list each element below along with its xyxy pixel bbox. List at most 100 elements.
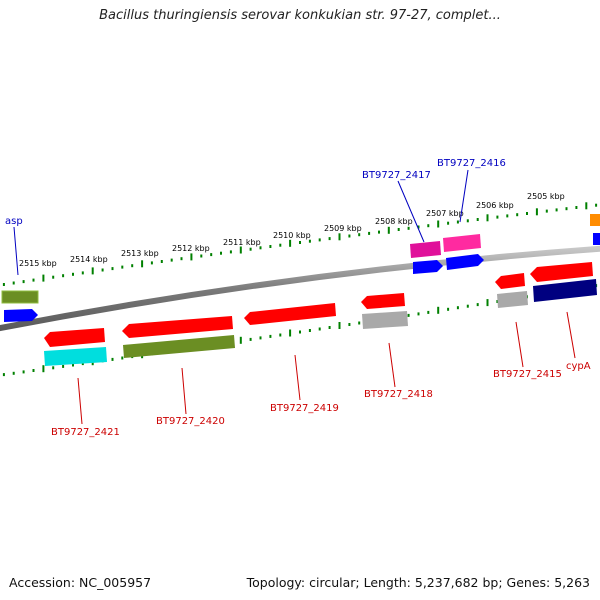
gene-bt9727-2415-red[interactable] [495,273,525,289]
ruler-minor-tick [121,265,124,269]
ruler-major-tick [486,214,489,222]
ruler-ticks-outer [2,202,598,286]
leader-bt9727-2417 [397,180,425,243]
ruler-minor-tick [279,243,282,247]
gene-label-bt9727-2417[interactable]: BT9727_2417 [362,170,431,181]
ruler-minor-tick [348,234,351,238]
ruler-minor-tick [308,329,311,332]
gene-label-bt9727-2420[interactable]: BT9727_2420 [156,416,225,427]
gene-bt9727-2421-cyan[interactable] [44,347,107,366]
ruler-minor-tick [328,237,331,241]
ruler-minor-tick [32,369,35,372]
ruler-major-tick [42,274,45,282]
gene-bt9727-2420-olive[interactable] [123,335,235,358]
ruler-label: 2512 kbp [172,244,210,253]
gene-bt9727-2417-blue[interactable] [413,260,443,274]
gene-label-bt9727-2416[interactable]: BT9727_2416 [437,158,506,169]
gene-bt9727-2420-red[interactable] [122,316,233,338]
gene-bt9727-2415-gray[interactable] [497,291,528,308]
gene-bt9727-2419[interactable] [244,303,336,325]
ruler-major-tick [42,365,45,373]
ruler-minor-tick [72,272,74,276]
ruler-labels: 2515 kbp 2514 kbp 2513 kbp 2512 kbp 2511… [19,192,565,268]
ruler-minor-tick [466,219,469,223]
ruler-minor-tick [447,307,450,311]
genome-backbone [0,245,600,332]
gene-asp-blue[interactable] [4,309,38,322]
gene-cypa-red[interactable] [530,262,593,282]
ruler-minor-tick [259,246,262,250]
ruler-minor-tick [279,333,282,337]
gene-label-asp[interactable]: asp [5,216,23,227]
ruler-minor-tick [506,214,509,218]
ruler-minor-tick [496,300,499,303]
gene-blue-edge[interactable] [593,233,600,245]
gene-label-bt9727-2419[interactable]: BT9727_2419 [270,403,339,414]
ruler-minor-tick [318,238,321,242]
ruler-minor-tick [81,271,84,275]
ruler-minor-tick [269,334,272,338]
ruler-major-tick [239,246,242,254]
ruler-label: 2515 kbp [19,259,57,268]
gene-bt9727-2416-magenta[interactable] [443,234,481,252]
ruler-label: 2513 kbp [121,249,159,258]
leader-bt9727-2420 [181,367,187,415]
ruler-minor-tick [180,257,183,261]
ruler-minor-tick [427,224,430,228]
ruler-minor-tick [12,281,15,285]
ruler-minor-tick [249,337,252,341]
ruler-minor-tick [526,212,528,215]
ruler-minor-tick [299,241,301,244]
ruler-minor-tick [358,321,361,325]
ruler-minor-tick [62,274,65,278]
ruler-minor-tick [111,267,114,271]
gene-bt9727-2421-red[interactable] [44,328,105,347]
ruler-minor-tick [397,228,400,231]
gene-label-bt9727-2421[interactable]: BT9727_2421 [51,427,120,438]
gene-bt9727-2416-blue[interactable] [446,254,484,270]
ruler-major-tick [437,220,440,228]
ruler-minor-tick [22,370,25,374]
ruler-minor-tick [200,254,203,258]
gene-labels: asp BT9727_2417 BT9727_2416 BT9727_2421 … [5,158,591,438]
ruler-minor-tick [269,245,272,248]
ruler-minor-tick [22,280,25,284]
accession-label: Accession: NC_005957 [9,575,152,590]
ruler-label: 2511 kbp [223,238,261,247]
ruler-minor-tick [447,221,450,225]
ruler-label: 2507 kbp [426,209,464,218]
ruler-minor-tick [328,326,331,329]
ruler-minor-tick [456,220,459,224]
ruler-minor-tick [516,213,519,217]
gene-bt9727-2418-red[interactable] [361,293,405,309]
ruler-minor-tick [348,323,351,326]
ruler-minor-tick [52,366,55,370]
features-reverse [44,262,597,366]
gene-cypa-navy[interactable] [533,279,597,302]
ruler-minor-tick [476,303,479,307]
gene-label-bt9727-2415[interactable]: BT9727_2415 [493,369,562,380]
ruler-label: 2505 kbp [527,192,565,201]
ruler-minor-tick [378,230,380,234]
genome-title: Bacillus thuringiensis serovar konkukian… [99,8,501,23]
gene-asp[interactable] [1,290,39,304]
ruler-minor-tick [358,233,361,237]
ruler-minor-tick [466,304,469,308]
ruler-minor-tick [476,218,479,221]
ruler-minor-tick [318,327,321,331]
gene-label-bt9727-2418[interactable]: BT9727_2418 [364,389,433,400]
gene-label-cypa[interactable]: cypA [566,361,591,372]
gene-orange-edge[interactable] [590,214,600,226]
ruler-minor-tick [121,356,124,360]
ruler-minor-tick [72,363,74,367]
ruler-minor-tick [131,264,134,268]
gene-bt9727-2418-gray[interactable] [362,311,408,329]
ruler-minor-tick [407,313,410,317]
gene-bt9727-2417-magenta[interactable] [410,241,441,258]
ruler-minor-tick [52,275,55,279]
ruler-major-tick [585,202,588,210]
ruler-major-tick [289,329,292,337]
ruler-major-tick [190,253,193,261]
